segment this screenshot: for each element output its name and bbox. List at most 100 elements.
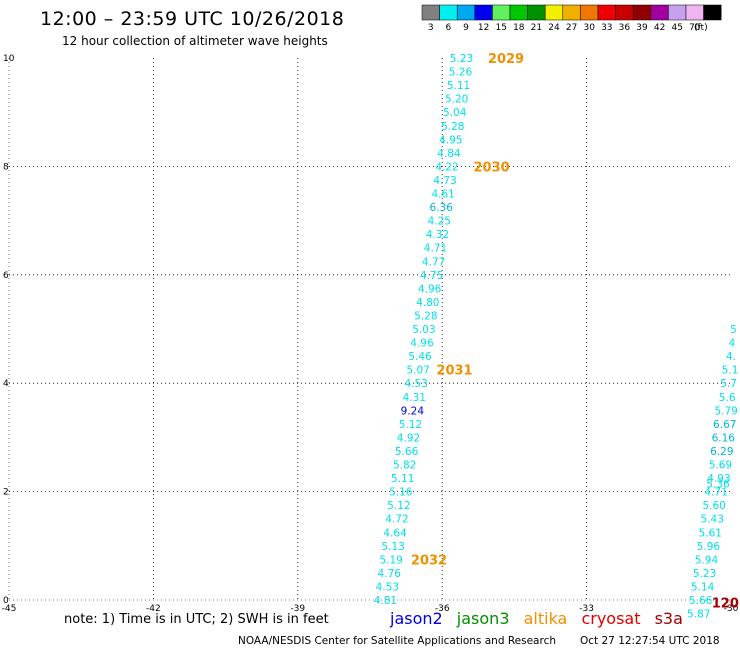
axis-ticks: -45 -42 -39 -36 -33 -30 0 2 4 6 8 10 xyxy=(2,54,739,614)
swh-value-label: 5.23 xyxy=(450,53,473,65)
swh-value-label: 5.03 xyxy=(412,324,435,336)
swh-value-label: 4.73 xyxy=(433,175,456,187)
swh-value-label: 5.28 xyxy=(414,310,437,322)
swh-value-label: 4.61 xyxy=(431,189,454,201)
swh-value-label: 4.53 xyxy=(376,581,399,593)
color-swatch xyxy=(474,4,493,21)
swh-value-label: 4.96 xyxy=(418,283,442,295)
swh-value-label: 4.95 xyxy=(439,134,462,146)
time-label: 2030 xyxy=(473,160,509,175)
y-tick-label: 6 xyxy=(3,271,9,281)
swh-value-label: 4.92 xyxy=(397,432,420,444)
swh-value-label: 5.16 xyxy=(389,487,413,499)
swh-value-label: 4.53 xyxy=(405,378,428,390)
legend-jason2: jason2 xyxy=(390,609,443,628)
time-label: 2031 xyxy=(436,364,472,379)
swh-value-label: 5.82 xyxy=(393,460,416,472)
footer-timestamp: Oct 27 12:27:54 UTC 2018 xyxy=(580,635,720,647)
swh-value-label: 5.13 xyxy=(381,541,404,553)
swh-value-label: 9.24 xyxy=(401,405,425,417)
swh-value-label: 6.67 xyxy=(713,419,736,431)
swh-value-label: 6.36 xyxy=(430,202,454,214)
color-scale-label: 3 xyxy=(428,23,434,33)
swh-value-label: 5.04 xyxy=(443,107,467,119)
swh-value-label: 4.71 xyxy=(424,243,447,255)
color-scale-label: 15 xyxy=(495,23,506,33)
color-scale-label: 39 xyxy=(636,23,648,33)
swh-value-label: 6.16 xyxy=(712,432,736,444)
swh-value-label: 5.61 xyxy=(699,527,722,539)
swh-value-label: 4 xyxy=(729,338,736,350)
color-swatch xyxy=(580,4,599,21)
color-swatch xyxy=(685,4,704,21)
legend-s3a: s3a xyxy=(654,609,683,628)
chart-grid xyxy=(8,58,731,601)
color-scale-label: 33 xyxy=(601,23,612,33)
swh-value-label: 5.23 xyxy=(693,568,716,580)
swh-value-label: 5.94 xyxy=(695,554,719,566)
swh-value-label: 5.11 xyxy=(391,473,414,485)
swh-value-label: 4.64 xyxy=(383,527,407,539)
swh-value-label: 5.12 xyxy=(399,419,422,431)
swh-value-label: 5.1 xyxy=(722,365,739,377)
color-swatch xyxy=(597,4,616,21)
swh-value-label: 4.84 xyxy=(437,148,461,160)
color-scale-label: 70 xyxy=(689,23,701,33)
legend-altika: altika xyxy=(523,609,568,628)
color-swatch xyxy=(650,4,669,21)
color-scale-unit: (ft) xyxy=(694,23,708,33)
swh-value-label: 4.80 xyxy=(416,297,439,309)
swh-value-label: 5.11 xyxy=(447,80,470,92)
swh-value-label: 4.81 xyxy=(374,595,397,607)
swh-value-label: 4.77 xyxy=(422,256,445,268)
color-scale-label: 9 xyxy=(463,23,469,33)
swh-value-label: 5.43 xyxy=(701,514,724,526)
y-tick-label: 2 xyxy=(3,488,9,498)
color-swatch xyxy=(421,4,440,21)
swh-value-label: 5.14 xyxy=(691,581,715,593)
y-tick-label: 0 xyxy=(3,596,9,606)
chart-marks: 5.235.265.115.205.045.284.954.844.224.73… xyxy=(374,52,739,621)
color-scale-label: 18 xyxy=(513,23,525,33)
color-bar-legend: 3 6 9 12 15 18 21 24 27 30 33 36 39 42 45 70(ft) xyxy=(421,4,722,33)
y-tick-label: 10 xyxy=(3,54,15,64)
color-scale-label: 27 xyxy=(566,23,577,33)
color-swatch xyxy=(509,4,528,21)
color-swatch xyxy=(527,4,546,21)
footer-note: note: 1) Time is in UTC; 2) SWH is in fe… xyxy=(64,612,329,627)
swh-value-label: 5.7 xyxy=(720,378,737,390)
swh-value-label: 4.72 xyxy=(385,514,408,526)
time-label: 2032 xyxy=(411,553,447,568)
swh-value-label: 5.26 xyxy=(449,67,473,79)
x-tick-label: -36 xyxy=(435,604,450,614)
swh-value-label: 5.19 xyxy=(379,554,402,566)
color-swatch xyxy=(492,4,511,21)
y-tick-label: 4 xyxy=(3,379,9,389)
chart-plot-area: 3 6 9 12 15 18 21 24 27 30 33 36 39 42 45 70(ft) -45 -42… xyxy=(2,4,739,621)
color-scale-label: 6 xyxy=(446,23,452,33)
color-scale-label: 12 xyxy=(478,23,489,33)
swh-value-label: 4.22 xyxy=(435,161,458,173)
swh-value-label: 6.29 xyxy=(710,446,733,458)
chart-subtitle: 12 hour collection of altimeter wave hei… xyxy=(62,34,328,48)
chart-title: 12:00 – 23:59 UTC 10/26/2018 xyxy=(40,8,345,30)
color-swatch xyxy=(615,4,634,21)
color-scale-label: 30 xyxy=(583,23,595,33)
swh-value-label: 5.07 xyxy=(406,365,429,377)
swh-value-label: 5.12 xyxy=(387,500,410,512)
color-scale-label: 21 xyxy=(531,23,542,33)
y-tick-label: 8 xyxy=(3,162,9,172)
swh-value-label: 4.25 xyxy=(428,216,451,228)
time-label: 120 xyxy=(712,597,739,612)
swh-value-label: 5.96 xyxy=(697,541,721,553)
color-swatch xyxy=(632,4,652,21)
swh-value-label: 5.6 xyxy=(719,392,736,404)
color-scale-label: 24 xyxy=(548,23,560,33)
footer-credit: NOAA/NESDIS Center for Satellite Applica… xyxy=(238,635,556,647)
x-tick-label: -30 xyxy=(724,604,739,614)
color-swatch xyxy=(703,4,722,21)
satellite-legend: jason2 jason3 altika cryosat s3a xyxy=(390,609,692,628)
swh-value-label: 4.93 xyxy=(707,473,730,485)
swh-value-label: 5.60 xyxy=(702,500,725,512)
color-swatch xyxy=(668,4,687,21)
